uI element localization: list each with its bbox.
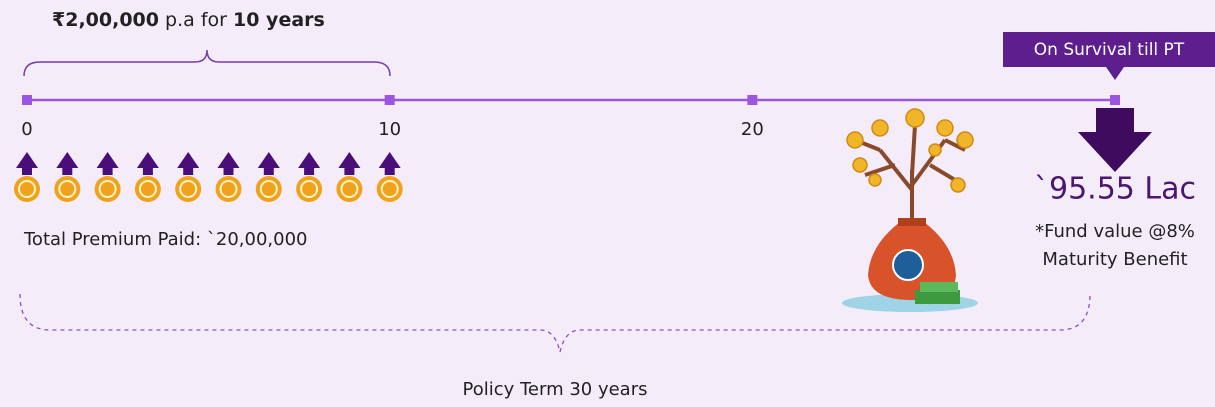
coin bbox=[256, 176, 282, 202]
coin bbox=[14, 176, 40, 202]
coin bbox=[54, 176, 80, 202]
timeline-marker bbox=[747, 95, 757, 105]
timeline-marker bbox=[1110, 95, 1120, 105]
coin bbox=[216, 176, 242, 202]
timeline-label: 20 bbox=[741, 119, 764, 140]
coin bbox=[336, 176, 362, 202]
maturity-value: `95.55 Lac bbox=[1034, 172, 1196, 207]
amount: ₹2,00,000 bbox=[52, 9, 159, 31]
term: 10 years bbox=[233, 9, 325, 31]
coin bbox=[135, 176, 161, 202]
maturity-note: *Fund value @8% bbox=[1035, 221, 1195, 242]
premium-total: Total Premium Paid: `20,00,000 bbox=[23, 229, 307, 250]
coin bbox=[95, 176, 121, 202]
premium-heading: ₹2,00,000 p.a for 10 years bbox=[52, 9, 325, 31]
policy-term: Policy Term 30 years bbox=[462, 379, 647, 400]
timeline-marker bbox=[22, 95, 32, 105]
infographic: ₹2,00,000 p.a for 10 years 0102030 On Su… bbox=[0, 0, 1215, 407]
coin bbox=[175, 176, 201, 202]
mid-text: p.a for bbox=[165, 9, 227, 31]
coin bbox=[377, 176, 403, 202]
timeline-label: 0 bbox=[21, 119, 32, 140]
callout-text: On Survival till PT bbox=[1034, 40, 1185, 60]
coin bbox=[296, 176, 322, 202]
maturity-caption: Maturity Benefit bbox=[1042, 249, 1187, 270]
timeline-label: 10 bbox=[378, 119, 401, 140]
timeline-marker bbox=[385, 95, 395, 105]
